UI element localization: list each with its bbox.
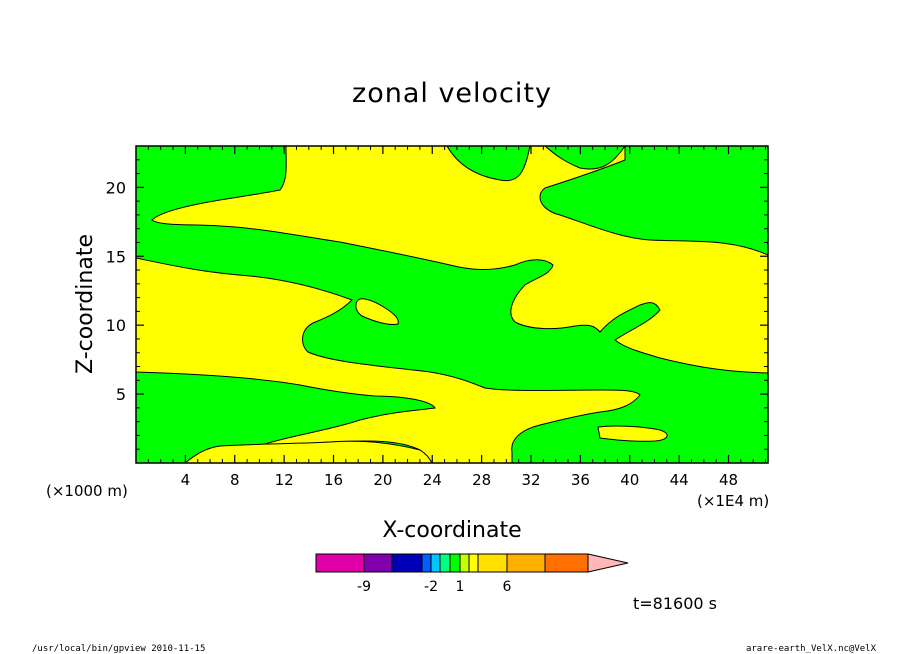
colorbar — [315, 553, 629, 573]
x-tick-label: 20 — [373, 471, 392, 489]
colorbar-segment — [391, 553, 423, 573]
colorbar-extend-arrow — [587, 553, 629, 573]
chart-title: zonal velocity — [352, 78, 552, 109]
y-tick-label: 5 — [116, 385, 126, 404]
colorbar-label: 6 — [503, 579, 512, 595]
positive-region-lower — [184, 440, 433, 463]
colorbar-segment — [477, 553, 508, 573]
x-tick-label: 24 — [423, 471, 442, 489]
colorbar-segment — [459, 553, 470, 573]
colorbar-segment — [506, 553, 546, 573]
colorbar-segment — [468, 553, 479, 573]
positive-region-small — [597, 425, 668, 442]
x-tick-label: 48 — [719, 471, 738, 489]
x-tick-label: 12 — [275, 471, 294, 489]
colorbar-segment — [449, 553, 461, 573]
colorbar-segment — [439, 553, 451, 573]
positive-region-pocket — [355, 298, 399, 325]
colorbar-segment — [544, 553, 589, 573]
y-axis-label: Z-coordinate — [73, 234, 98, 374]
y-ticks: 5 10 15 20 — [106, 159, 768, 450]
x-unit-left: (×1000 m) — [46, 482, 128, 500]
positive-region-upper — [151, 146, 768, 374]
footer-right: arare-earth_VelX.nc@VelX — [746, 644, 877, 654]
x-ticks: 4 8 12 16 20 24 28 32 36 40 44 48 — [147, 146, 767, 489]
positive-region-middle — [136, 257, 641, 463]
y-tick-label: 10 — [106, 316, 126, 335]
colorbar-label: -2 — [424, 579, 438, 595]
plot-frame — [135, 145, 769, 464]
x-tick-label: 44 — [670, 471, 689, 489]
footer-left: /usr/local/bin/gpview 2010-11-15 — [32, 644, 205, 654]
colorbar-segment — [421, 553, 432, 573]
y-tick-label: 15 — [106, 247, 126, 266]
x-tick-label: 36 — [571, 471, 590, 489]
y-tick-label: 20 — [106, 178, 126, 197]
colorbar-segment — [315, 553, 365, 573]
x-unit-right: (×1E4 m) — [697, 492, 769, 510]
colorbar-label: -9 — [357, 579, 371, 595]
x-tick-label: 8 — [230, 471, 240, 489]
x-tick-label: 16 — [324, 471, 343, 489]
colorbar-labels: -9 -2 1 6 — [357, 579, 512, 595]
colorbar-segment — [363, 553, 393, 573]
x-tick-label: 40 — [620, 471, 639, 489]
x-tick-label: 32 — [521, 471, 540, 489]
contour-fills — [136, 146, 768, 463]
x-tick-label: 4 — [181, 471, 191, 489]
x-tick-label: 28 — [472, 471, 491, 489]
x-axis-label: X-coordinate — [382, 518, 521, 543]
colorbar-segment — [430, 553, 441, 573]
time-label: t=81600 s — [633, 594, 717, 613]
colorbar-label: 1 — [456, 579, 465, 595]
